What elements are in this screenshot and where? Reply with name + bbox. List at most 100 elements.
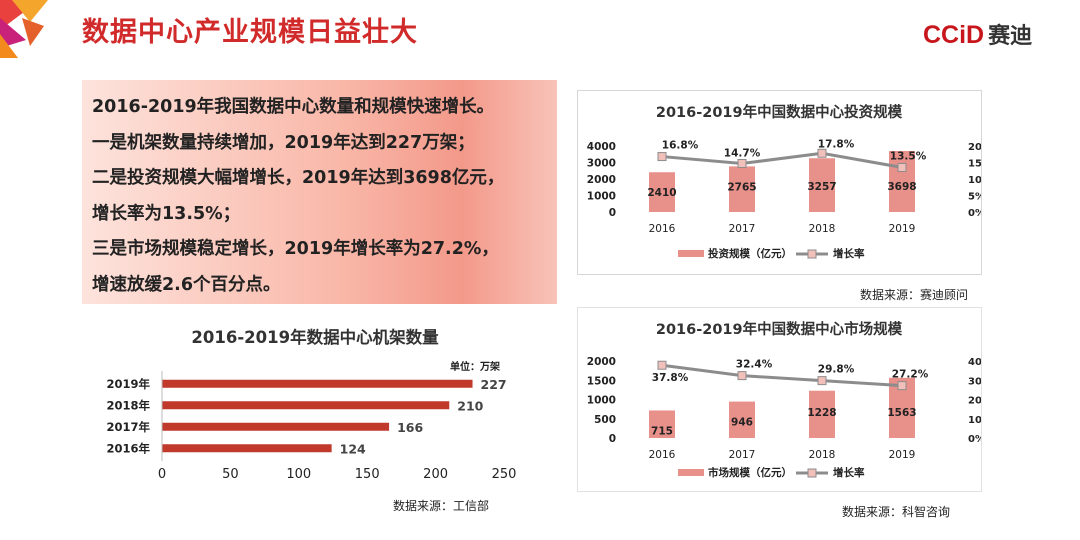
summary-line: 一是机架数量持续增加，2019年达到227万架； (92, 132, 475, 153)
bar (889, 150, 915, 212)
y-tick-label: 0 (609, 207, 616, 219)
y-tick-label: 0 (609, 433, 616, 445)
bar-data-label: 2410 (647, 187, 676, 199)
summary-line: 增长率为13.5%； (92, 203, 241, 224)
bar (162, 401, 450, 410)
racks-chart-panel: 2016-2019年数据中心机架数量 单位：万架 2019年 227 2018年 210 2… (82, 318, 557, 488)
x-tick-label: 2017 (729, 223, 756, 235)
bar-data-label: 3698 (887, 181, 916, 193)
bar-data-label: 227 (481, 377, 507, 392)
legend-label-bar: 市场规模（亿元） (708, 466, 792, 479)
x-tick-label: 150 (355, 467, 380, 482)
legend-label-bar: 投资规模（亿元） (708, 247, 792, 260)
y2-tick-label: 30% (968, 376, 981, 387)
y2-tick-label: 40% (968, 357, 981, 368)
y2-tick-label: 20% (968, 396, 981, 407)
ccid-logo: CCiD 赛迪 (923, 18, 1032, 50)
bar (649, 172, 675, 212)
chart-title: 2016-2019年数据中心机架数量 (191, 327, 439, 347)
page-title: 数据中心产业规模日益壮大 (82, 17, 418, 48)
market-chart: 2016-2019年中国数据中心市场规模 0 500 1000 1500 2000 0% 10… (587, 320, 992, 479)
bar-data-label: 2765 (727, 181, 756, 193)
growth-rate-label: 32.4% (736, 359, 773, 371)
market-source: 数据来源：科智咨询 (842, 505, 951, 519)
y-tick-label: 500 (594, 414, 616, 426)
bar-data-label: 1563 (887, 407, 916, 419)
growth-rate-line (661, 151, 903, 169)
y2-tick-label: 0% (968, 434, 981, 445)
x-tick-label: 250 (492, 467, 517, 482)
legend-label-line: 增长率 (833, 247, 865, 260)
x-tick-label: 2019 (889, 223, 916, 235)
bar (729, 401, 755, 438)
bar-data-label: 715 (651, 425, 673, 437)
bar (649, 410, 675, 438)
y-tick-label: 2017年 (106, 420, 150, 434)
summary-line: 三是市场规模稳定增长，2019年增长率为27.2%， (92, 239, 499, 259)
y-tick-label: 4000 (587, 141, 616, 153)
bar-data-label: 166 (397, 420, 423, 435)
bar (162, 379, 473, 388)
x-tick-label: 2018 (809, 223, 836, 235)
growth-rate-label: 17.8% (818, 138, 855, 150)
legend-swatch-point (807, 468, 817, 478)
investment-chart: 2016-2019年中国数据中心投资规模 0 1000 2000 3000 4000 0% 5… (587, 103, 992, 260)
y2-tick-label: 0% (968, 208, 981, 219)
y2-tick-label: 5% (968, 192, 981, 203)
logo-cn-text: 赛迪 (988, 23, 1033, 48)
growth-rate-point (817, 376, 827, 386)
x-tick-label: 100 (286, 467, 311, 482)
y2-tick-label: 20% (968, 142, 981, 153)
growth-rate-label: 13.5% (890, 150, 927, 162)
y-tick-label: 1000 (587, 395, 616, 407)
growth-rate-point (657, 360, 667, 370)
bar (809, 390, 835, 438)
growth-rate-label: 14.7% (724, 147, 761, 159)
summary-panel: 2016-2019年我国数据中心数量和规模快速增长。 一是机架数量持续增加，20… (82, 80, 557, 304)
y2-tick-label: 15% (968, 159, 981, 170)
logo-text: CCiD (923, 21, 985, 49)
y-tick-label: 2018年 (106, 398, 150, 412)
growth-rate-point (737, 371, 747, 381)
bar (162, 422, 390, 431)
bar-data-label: 124 (340, 441, 366, 456)
x-tick-label: 2019 (889, 449, 916, 461)
x-tick-label: 2017 (729, 449, 756, 461)
summary-line: 增速放缓2.6个百分点。 (92, 274, 281, 295)
chart-title: 2016-2019年中国数据中心投资规模 (656, 103, 903, 121)
legend-swatch-bar (678, 469, 704, 476)
x-tick-label: 200 (423, 467, 448, 482)
investment-source: 数据来源：赛迪顾问 (860, 288, 969, 302)
growth-rate-label: 29.8% (818, 364, 855, 376)
growth-rate-point (897, 162, 907, 172)
summary-line: 2016-2019年我国数据中心数量和规模快速增长。 (92, 97, 495, 117)
x-tick-label: 2018 (809, 449, 836, 461)
y-tick-label: 2000 (587, 356, 616, 368)
growth-rate-label: 16.8% (662, 140, 699, 152)
chart-title: 2016-2019年中国数据中心市场规模 (656, 320, 903, 338)
y-tick-label: 2000 (587, 174, 616, 186)
growth-rate-point (737, 158, 747, 168)
bar-data-label: 946 (731, 417, 753, 429)
y2-tick-label: 10% (968, 415, 981, 426)
y-tick-label: 2016年 (106, 441, 150, 455)
unit-label: 单位：万架 (450, 360, 500, 373)
legend-swatch-bar (678, 250, 704, 257)
growth-rate-label: 27.2% (892, 369, 929, 381)
y-tick-label: 1000 (587, 191, 616, 203)
y-tick-label: 1500 (587, 375, 616, 387)
corner-decoration (0, 0, 48, 58)
growth-rate-point (817, 148, 827, 158)
market-chart-panel: 2016-2019年中国数据中心市场规模 0 500 1000 1500 2000 0% 10… (577, 307, 992, 492)
x-tick-label: 0 (158, 467, 166, 482)
growth-rate-label: 37.8% (652, 372, 689, 384)
legend-label-line: 增长率 (833, 466, 865, 479)
x-tick-label: 2016 (649, 449, 676, 461)
growth-rate-point (657, 152, 667, 162)
bar-data-label: 3257 (807, 181, 836, 193)
x-tick-label: 50 (222, 467, 239, 482)
y-tick-label: 2019年 (106, 377, 150, 391)
growth-rate-point (897, 381, 907, 391)
y-tick-label: 3000 (587, 158, 616, 170)
